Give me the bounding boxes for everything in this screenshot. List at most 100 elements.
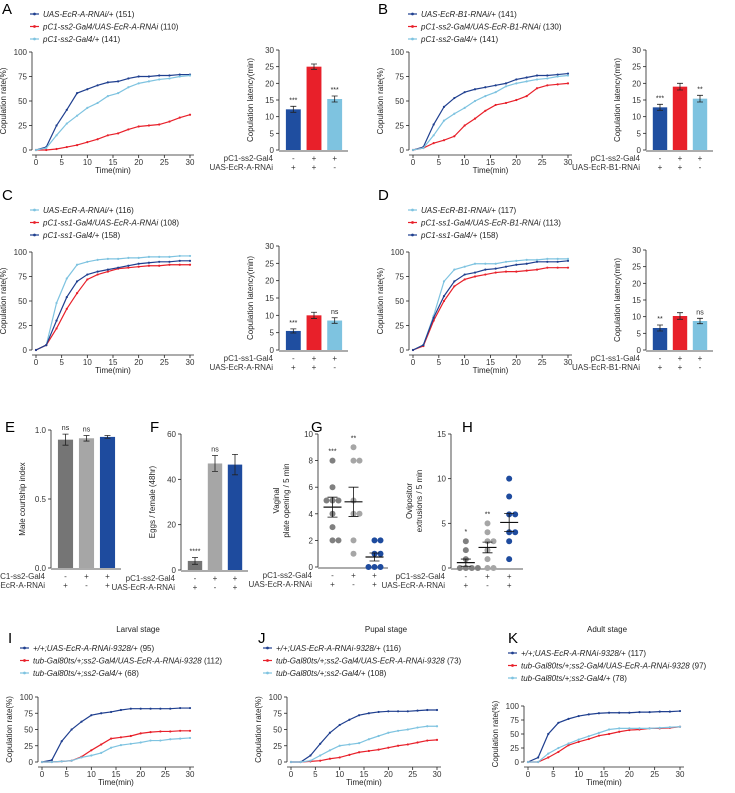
data-point <box>139 741 142 744</box>
legend-name: +/+;UAS-EcR-A-RNAi-9328/+ <box>33 644 138 653</box>
bar <box>57 439 74 568</box>
data-point <box>566 82 570 85</box>
y-tick-label: 50 <box>18 297 27 306</box>
legend-entry: pC1-ss1-Gal4/UAS-EcR-B1-RNAi (113) <box>420 219 561 228</box>
data-point <box>86 141 89 144</box>
data-point <box>329 537 336 544</box>
legend-entry: pC1-ss2-Gal4/UAS-EcR-A-RNAi (110) <box>42 23 179 32</box>
data-point <box>60 740 63 743</box>
series-line <box>528 726 681 763</box>
data-point <box>168 263 171 266</box>
data-point <box>137 256 140 259</box>
data-point <box>96 138 99 141</box>
legend-name: UAS-EcR-A-RNAi/+ <box>43 10 114 19</box>
genotype-sign: + <box>332 154 337 163</box>
data-point <box>453 112 456 115</box>
significance-label: ns <box>83 427 91 434</box>
y-tick-label: 6 <box>309 483 314 492</box>
x-tick-label: 10 <box>574 770 583 779</box>
data-point <box>139 732 142 735</box>
data-point <box>473 88 477 91</box>
x-tick-label: 30 <box>186 358 195 367</box>
legend-marker <box>23 659 26 662</box>
data-point <box>432 134 435 137</box>
genotype-sign: - <box>464 572 467 581</box>
legend-name: +/+;UAS-EcR-A-RNAi-9328/+ <box>521 649 626 658</box>
data-point <box>137 262 140 265</box>
data-point <box>371 564 378 570</box>
error-bar <box>104 435 111 439</box>
y-tick-label: 0.5 <box>35 495 47 504</box>
y-tick-label: 50 <box>510 730 519 739</box>
legend-count: (141) <box>101 35 120 44</box>
legend-entry: pC1-ss1-Gal4/+ (158) <box>42 231 120 240</box>
data-point <box>178 254 181 258</box>
data-point <box>356 457 363 464</box>
data-point <box>658 710 661 713</box>
data-point <box>159 739 162 742</box>
x-tick-label: 0 <box>526 770 531 779</box>
y-tick-label: 25 <box>265 63 274 72</box>
genotype-label: pC1-ss1-Gal4 <box>224 354 274 363</box>
data-point <box>515 98 518 102</box>
x-tick-label: 15 <box>600 770 609 779</box>
panel-letter: J <box>258 630 266 647</box>
data-point <box>109 710 113 714</box>
data-point <box>188 263 192 266</box>
data-point <box>557 750 560 754</box>
legend-name: pC1-ss2-Gal4/UAS-EcR-A-RNAi <box>42 23 158 32</box>
genotype-sign: - <box>659 354 662 363</box>
bar <box>692 321 708 350</box>
data-point <box>309 759 312 762</box>
error-bar <box>311 63 317 70</box>
error-bar <box>657 324 663 332</box>
legend-marker <box>23 671 26 675</box>
legend-marker <box>411 25 414 28</box>
data-point <box>55 147 58 151</box>
genotype-sign: + <box>332 354 337 363</box>
y-tick-label: 100 <box>391 248 405 257</box>
x-tick-label: 5 <box>551 770 556 779</box>
data-point <box>45 146 48 150</box>
x-tick-label: 5 <box>59 158 64 167</box>
data-point <box>546 74 549 77</box>
data-point <box>90 749 93 752</box>
data-point <box>566 257 570 260</box>
data-point <box>119 708 123 712</box>
data-point <box>396 710 400 713</box>
data-point <box>159 707 162 710</box>
data-point <box>597 734 601 737</box>
x-tick-label: 5 <box>437 358 442 367</box>
data-point <box>494 91 497 94</box>
legend-count: (113) <box>543 219 561 228</box>
x-tick-label: 0 <box>34 158 39 167</box>
y-tick-label: 0 <box>515 758 520 767</box>
data-point <box>55 319 58 322</box>
y-axis-label: Copulation rate(%) <box>0 67 8 134</box>
y-tick-label: 25 <box>273 742 282 751</box>
y-axis-label: Copulation rate(%) <box>254 696 263 763</box>
data-point <box>546 77 549 80</box>
y-tick-label: 15 <box>632 96 641 105</box>
y-tick-label: 0 <box>637 146 642 155</box>
genotype-label: pC1-ss2-Gal4 <box>263 571 313 580</box>
legend-count: (68) <box>125 669 140 678</box>
data-point <box>422 146 425 150</box>
significance-label: *** <box>289 97 297 104</box>
y-tick-label: 75 <box>18 73 27 82</box>
legend-name: +/+;UAS-EcR-A-RNAi-9328/+ <box>276 644 381 653</box>
y-tick-label: 75 <box>395 273 404 282</box>
data-point <box>515 263 518 266</box>
data-point <box>547 732 550 736</box>
legend-entry: tub-Gal80ts/+;ss2-Gal4/UAS-EcR-A-RNAi-93… <box>276 657 462 666</box>
bar <box>652 107 668 150</box>
data-point <box>396 729 400 732</box>
y-tick-label: 5 <box>270 329 275 338</box>
y-tick-label: 0 <box>270 346 275 355</box>
legend-name: pC1-ss2-Gal4/UAS-EcR-B1-RNAi <box>420 23 541 32</box>
genotype-sign: + <box>658 363 663 372</box>
data-point <box>70 728 73 731</box>
data-point <box>607 711 611 714</box>
legend-marker <box>511 651 514 655</box>
data-point <box>474 565 481 571</box>
